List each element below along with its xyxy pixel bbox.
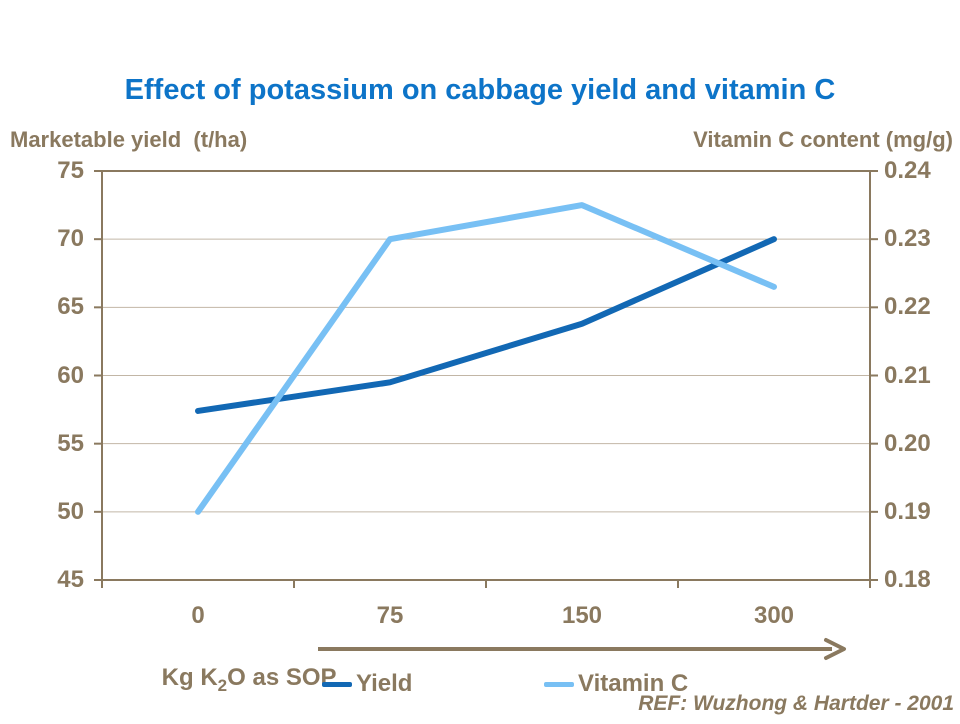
right-axis-tick-label: 0.20: [884, 429, 931, 457]
legend-item-vitamin-c: Vitamin C: [544, 670, 688, 698]
right-axis-tick-label: 0.18: [884, 566, 931, 593]
left-axis-title: Marketable yield (t/ha): [10, 127, 248, 152]
right-axis-title: Vitamin C content (mg/g): [693, 127, 953, 152]
left-axis-tick-label: 60: [57, 361, 84, 389]
right-axis-tick-label: 0.19: [884, 497, 931, 525]
series-line-vitamin-c: [195, 202, 777, 515]
left-axis-tick-label: 45: [57, 566, 84, 593]
x-axis-tick-label: 0: [191, 602, 205, 629]
reference-citation: REF: Wuzhong & Hartder - 2001: [638, 692, 954, 715]
legend-label-yield: Yield: [356, 670, 413, 697]
right-axis-tick-label: 0.24: [884, 157, 931, 184]
legend-item-yield: Yield: [322, 670, 412, 698]
left-axis-tick-label: 50: [57, 497, 84, 525]
left-axis-tick-label: 75: [57, 157, 84, 184]
x-axis-label: Kg K2O as SOP: [135, 636, 337, 724]
left-axis-tick-label: 55: [57, 429, 84, 457]
right-axis-tick-label: 0.21: [884, 361, 931, 389]
series-line-yield: [195, 236, 777, 414]
right-axis-tick-label: 0.22: [884, 293, 931, 321]
x-axis-tick-label: 150: [561, 602, 603, 629]
x-axis-tick-label: 75: [376, 602, 404, 629]
left-axis-tick-label: 65: [57, 293, 84, 321]
chart-title: Effect of potassium on cabbage yield and…: [124, 74, 836, 106]
legend-label-vitamin-c: Vitamin C: [578, 670, 689, 697]
left-axis-tick-label: 70: [57, 225, 84, 253]
x-axis-label-pre: Kg K: [161, 664, 218, 691]
x-axis-tick-label: 300: [753, 602, 795, 629]
x-axis-label-post: O as SOP: [227, 664, 337, 691]
yield-line-swatch-icon: [322, 681, 352, 687]
x-axis-arrowhead-icon: [824, 638, 846, 660]
right-axis-tick-label: 0.23: [884, 225, 931, 253]
vitamin-c-line-swatch-icon: [544, 681, 574, 687]
x-axis-label-subscript: 2: [217, 676, 228, 695]
